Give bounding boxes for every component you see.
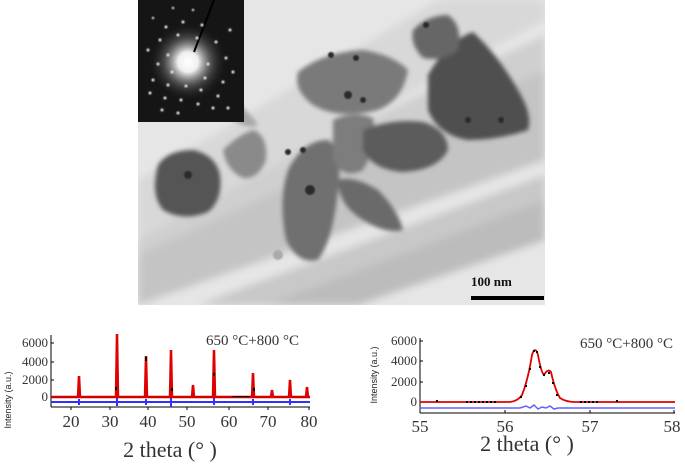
svg-text:6000: 6000 xyxy=(391,333,417,348)
chart-title: 650 °C+800 °C xyxy=(580,336,673,352)
svg-text:57: 57 xyxy=(582,417,600,436)
svg-text:2000: 2000 xyxy=(22,372,48,387)
svg-text:0: 0 xyxy=(411,394,418,409)
y-tick-labels: 6000 4000 2000 0 xyxy=(391,333,417,409)
svg-text:4000: 4000 xyxy=(391,353,417,368)
svg-text:4000: 4000 xyxy=(22,354,48,369)
x-tick-labels: 55 56 57 58 xyxy=(412,417,681,436)
svg-text:6000: 6000 xyxy=(22,335,48,350)
scale-bar-label: 100 nm xyxy=(471,274,512,289)
svg-text:55: 55 xyxy=(412,417,429,436)
svg-text:58: 58 xyxy=(664,417,681,436)
svg-text:70: 70 xyxy=(260,412,277,431)
saed-inset xyxy=(138,0,244,122)
chart-title: 650 °C+800 °C xyxy=(206,333,299,349)
y-tick-labels: 6000 4000 2000 0 xyxy=(22,335,48,404)
svg-text:30: 30 xyxy=(102,412,119,431)
svg-text:20: 20 xyxy=(63,412,80,431)
svg-text:2000: 2000 xyxy=(391,374,417,389)
xrd-zoomed-peak-chart: Intensity (a.u.) 6000 4000 2000 0 xyxy=(360,310,685,466)
y-axis-label: Intensity (a.u.) xyxy=(3,371,13,428)
x-axis-label: 2 theta (° ) xyxy=(123,437,217,462)
y-axis-label: Intensity (a.u.) xyxy=(369,346,379,403)
tem-micrograph: 100 nm xyxy=(138,0,545,305)
svg-text:40: 40 xyxy=(140,412,157,431)
svg-text:56: 56 xyxy=(497,417,514,436)
svg-text:60: 60 xyxy=(221,412,238,431)
svg-text:50: 50 xyxy=(179,412,196,431)
xrd-full-pattern-chart: Intensity (a.u.) 6000 4000 2000 0 xyxy=(0,310,340,466)
x-axis-label: 2 theta (° ) xyxy=(480,431,574,456)
x-tick-labels: 20 30 40 50 60 70 80 xyxy=(63,412,318,431)
scale-bar xyxy=(471,296,544,300)
tem-image: 100 nm xyxy=(138,0,545,305)
svg-text:0: 0 xyxy=(42,389,49,404)
svg-text:80: 80 xyxy=(301,412,318,431)
